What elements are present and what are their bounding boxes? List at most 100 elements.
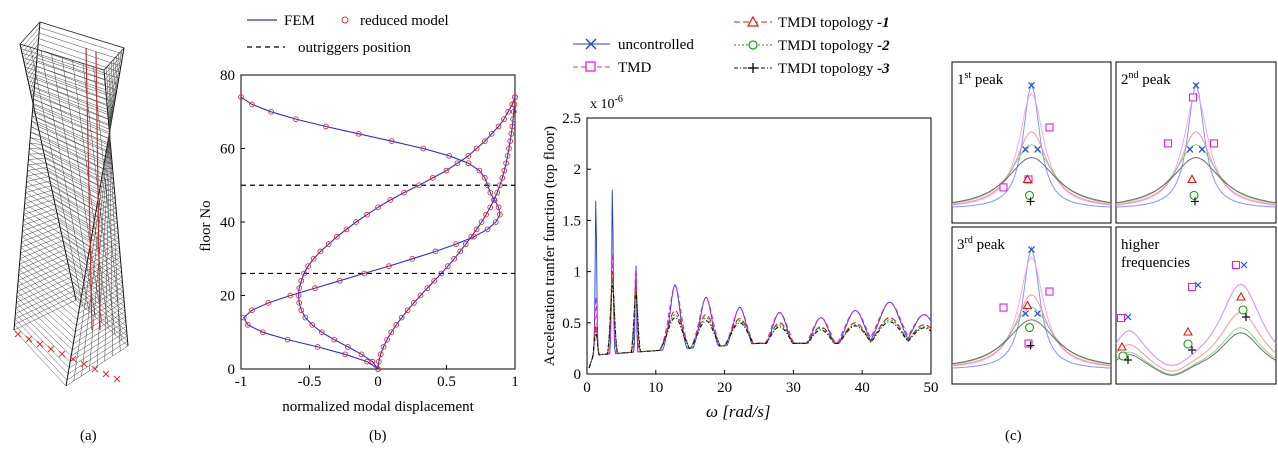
zoom-curve (951, 319, 1112, 365)
zoom-curve (951, 92, 1112, 206)
reduced-model-point (416, 182, 422, 189)
reduced-model-point (457, 248, 464, 255)
reduced-model-point (468, 233, 475, 240)
building-floor (17, 258, 125, 332)
legend-tmd: TMD (573, 60, 652, 76)
square-marker (1163, 139, 1173, 148)
legend-uncontrolled: uncontrolled (573, 37, 694, 53)
reduced-model-point (506, 145, 512, 152)
building-floor (21, 217, 121, 278)
building-floor (30, 131, 113, 169)
triangle-marker (1022, 300, 1033, 310)
reduced-model-point (429, 175, 436, 181)
building-floor (14, 295, 128, 381)
zoom-curve (1115, 156, 1277, 204)
square-marker (1188, 93, 1198, 102)
reduced-model-point (284, 336, 291, 343)
reduced-model-point (505, 108, 512, 115)
building-floor (25, 176, 117, 224)
transfer-function-chart: 0 10 20 30 40 50 0 0.5 1 1.5 2 2.5 x 10-6 Accelerat… (542, 15, 939, 421)
reduced-model-point (432, 248, 439, 255)
reduced-model-point (393, 322, 400, 328)
reduced-model-point (465, 160, 472, 167)
reduced-model-point (245, 322, 251, 328)
y-tick-label-b: 80 (220, 68, 235, 84)
reduced-model-point (478, 219, 485, 225)
cross-marker (1022, 145, 1029, 153)
reduced-model-point (386, 263, 392, 269)
x-tick-label-c: 50 (924, 380, 939, 396)
reduced-model-point (509, 101, 516, 108)
building-floor (18, 249, 124, 320)
x-tick-label-c: 40 (855, 380, 870, 396)
reduced-model-point (504, 153, 511, 159)
cross-marker (1186, 145, 1194, 153)
svg-text:TMDI topology -2: TMDI topology -2 (778, 38, 890, 54)
reduced-model-point (483, 211, 489, 218)
zoom-curve (951, 81, 1112, 208)
svg-text:uncontrolled: uncontrolled (618, 37, 694, 53)
building-grid-line (89, 56, 117, 372)
reduced-model-point (484, 226, 491, 233)
reduced-model-point (361, 270, 368, 277)
zoom-curve (1115, 332, 1277, 376)
reduced-model-point (453, 241, 459, 247)
building-floor (21, 32, 123, 81)
support-marker (91, 365, 99, 373)
y-tick-label-b: 0 (228, 362, 236, 378)
x-tick-label-b: 1 (511, 374, 519, 390)
building-floor (31, 126, 113, 164)
panel-label-b: (b) (369, 428, 387, 444)
x-axis-label-c: ω [rad/s] (706, 402, 770, 421)
reduced-model-point (364, 358, 370, 365)
building-core (85, 47, 93, 331)
building-grid-line (81, 53, 120, 377)
legend-tmdi-2: TMDI topology -2 (734, 38, 890, 54)
reduced-model-point (268, 108, 274, 115)
building-grid-line (82, 63, 116, 335)
building-floor (27, 162, 116, 206)
zoom-panel-4: higher frequencies (1115, 226, 1277, 385)
svg-text:TMDI topology -3: TMDI topology -3 (778, 61, 890, 77)
reduced-model-point (471, 233, 477, 240)
reduced-model-point (417, 292, 424, 299)
zoom-curve (951, 306, 1112, 365)
reduced-model-point (431, 277, 438, 284)
zoom-panel-3: 3rd peak (951, 226, 1112, 385)
triangle-marker (1022, 174, 1033, 183)
reduced-model-point (482, 175, 488, 181)
x-tick-label-c: 20 (717, 380, 732, 396)
reduced-model-point (323, 123, 329, 130)
reduced-model-point (355, 130, 362, 137)
building-floor (30, 137, 114, 175)
building-floor (26, 171, 117, 218)
square-marker (1045, 123, 1054, 132)
zoom-curve (951, 294, 1112, 366)
building-floor (21, 222, 122, 284)
reduced-model-point (388, 329, 395, 336)
reduced-model-point (249, 307, 255, 314)
reduced-model-point (296, 285, 303, 292)
circle-marker (1189, 190, 1199, 200)
y-tick-label-c: 2.5 (562, 111, 581, 127)
reduced-model-point (345, 344, 351, 350)
building-floor (24, 190, 119, 242)
building-core (95, 51, 101, 331)
building-floor (15, 276, 127, 357)
plus-marker (1191, 197, 1199, 206)
reduced-model-point (501, 116, 507, 122)
x-tick-label-b: 0.5 (437, 374, 456, 390)
zoom-curve (1115, 144, 1277, 204)
building-floor (28, 153, 115, 194)
reduced-model-point (375, 358, 382, 365)
fem-mode-line (377, 97, 516, 370)
building-floor (22, 38, 122, 86)
building-grid-line (30, 47, 83, 306)
zoom-curve (1115, 131, 1277, 205)
peak-zoom-panels: 1st peak 2nd peak 3rd peak higher frequencie… (951, 61, 1277, 385)
zoom-frame (1115, 226, 1277, 385)
building-floor (29, 142, 115, 182)
plus-marker (1188, 346, 1196, 354)
support-marker (58, 350, 66, 358)
